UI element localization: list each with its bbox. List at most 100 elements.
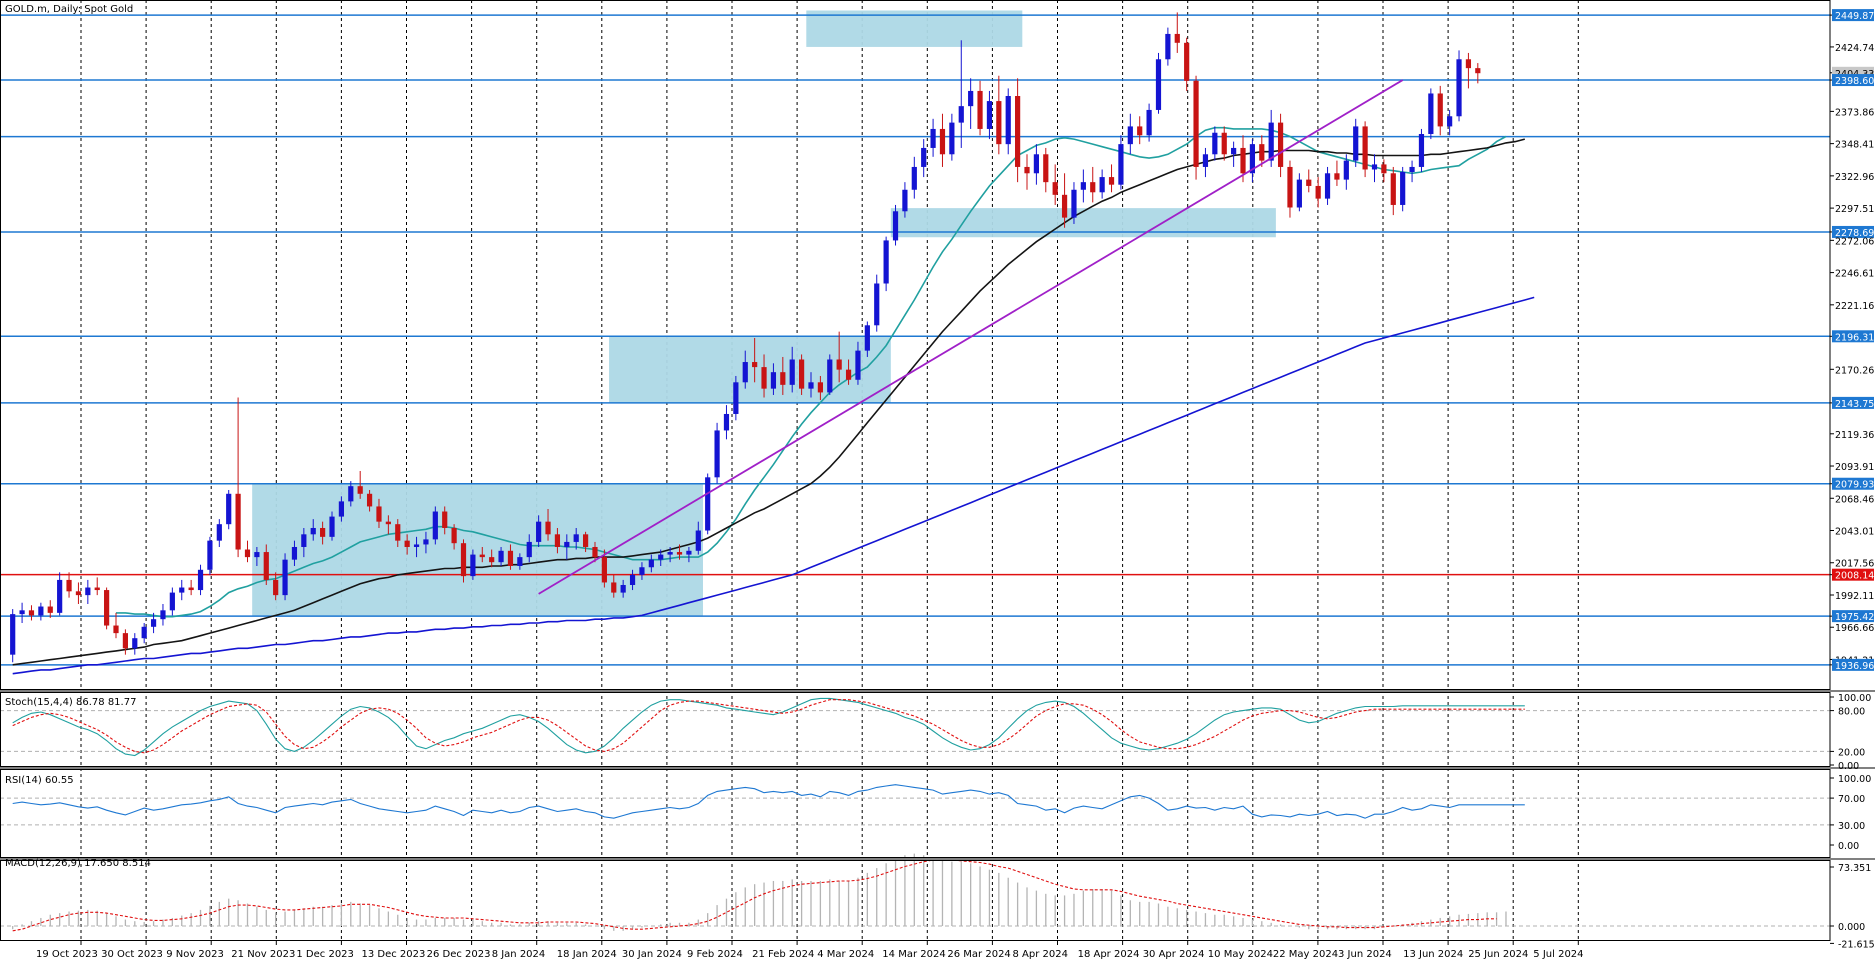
candle-body — [366, 493, 373, 507]
candle-body — [385, 521, 391, 525]
candle-body — [1174, 33, 1180, 43]
candle-body — [902, 189, 908, 212]
candle — [442, 506, 448, 535]
candle — [958, 40, 964, 148]
price-tick-label: 2272.06 — [1835, 236, 1874, 247]
stoch-main-line — [12, 697, 1525, 757]
candle — [432, 506, 438, 545]
date-tick-label: 21 Feb 2024 — [752, 949, 814, 960]
candle — [244, 540, 251, 563]
horizontal-levels — [0, 14, 1830, 666]
candle-body — [883, 240, 889, 284]
candle — [235, 397, 241, 558]
candle-body — [526, 541, 532, 558]
price-tick-label: 1966.66 — [1835, 623, 1874, 634]
price-tick-label: 2170.26 — [1835, 365, 1874, 376]
date-tick-label: 8 Apr 2024 — [1013, 949, 1068, 960]
candle — [611, 574, 617, 598]
candle — [19, 602, 25, 623]
pane-separator — [0, 858, 1875, 860]
rsi-label: RSI(14) 60.55 — [5, 775, 74, 786]
candle — [338, 496, 345, 522]
price-tick-label: 2424.74 — [1835, 43, 1874, 54]
candle — [1324, 166, 1331, 205]
candle — [1353, 118, 1359, 167]
candle-body — [949, 122, 955, 155]
candle-body — [554, 534, 561, 547]
rsi-tick-label: 0.00 — [1838, 841, 1859, 852]
price-tick-label: 2068.46 — [1835, 494, 1874, 505]
candle — [1447, 109, 1453, 136]
price-flag — [1832, 330, 1874, 343]
candle-body — [545, 521, 551, 535]
date-tick-label: 1 Dec 2023 — [296, 949, 354, 960]
candle-body — [1231, 147, 1237, 155]
candle-body — [817, 382, 823, 393]
candle — [799, 354, 805, 395]
candle-body — [1024, 166, 1030, 174]
candle-body — [282, 559, 288, 596]
price-tick: 2424.74 — [1830, 43, 1874, 54]
candle-body — [1146, 109, 1152, 136]
candle — [301, 527, 307, 558]
candle — [855, 341, 861, 385]
candle-body — [620, 584, 626, 593]
candle-body — [489, 557, 495, 563]
stoch-tick-label: 20.00 — [1838, 747, 1865, 758]
candle-body — [28, 610, 35, 616]
candle — [1315, 177, 1321, 208]
candle-body — [1277, 122, 1284, 167]
candle-body — [94, 587, 100, 591]
date-tick-label: 22 May 2024 — [1273, 949, 1338, 960]
date-tick-label: 9 Nov 2023 — [166, 949, 224, 960]
candle-body — [395, 524, 401, 541]
candle-body — [1268, 122, 1274, 161]
candle-body — [338, 501, 345, 517]
price-tick-label: 2119.36 — [1835, 430, 1874, 441]
candle — [761, 354, 767, 398]
candle-body — [413, 544, 420, 547]
candle-body — [38, 606, 44, 616]
stoch-tick-label: 0.00 — [1838, 761, 1859, 772]
candle-body — [66, 579, 72, 592]
candle-body — [1080, 182, 1086, 190]
candle-body — [75, 591, 82, 596]
candle — [479, 546, 485, 563]
candle-body — [761, 367, 767, 389]
candle-body — [498, 550, 504, 563]
candle — [1306, 169, 1312, 193]
candle-body — [1090, 182, 1096, 193]
macd-tick-label: -21.615 — [1838, 939, 1875, 950]
candle — [911, 156, 917, 199]
candle-body — [19, 610, 25, 615]
candle — [592, 541, 598, 563]
candle-body — [1353, 126, 1359, 161]
candle-body — [1409, 166, 1415, 173]
price-tick-label: 2008.14 — [1835, 571, 1874, 582]
candle-body — [808, 382, 814, 389]
candle — [517, 553, 523, 570]
candle — [874, 274, 880, 332]
chart-title: GOLD.m, Daily: Spot Gold — [5, 4, 133, 15]
candle — [723, 405, 730, 440]
candle — [197, 564, 204, 596]
candle — [836, 331, 842, 383]
candle — [1334, 160, 1340, 186]
candle — [1202, 147, 1209, 178]
price-tick: 1975.42 — [1830, 610, 1874, 623]
date-tick-label: 13 Dec 2023 — [362, 949, 426, 960]
candle — [845, 359, 852, 385]
candle-body — [141, 626, 147, 639]
candle-body — [1193, 80, 1199, 167]
candle-body — [1475, 68, 1481, 74]
price-tick-label: 2398.60 — [1835, 76, 1874, 87]
candle — [385, 515, 391, 535]
candle — [1400, 166, 1406, 212]
candle — [376, 498, 382, 528]
candle — [1033, 144, 1039, 185]
candle — [573, 527, 579, 550]
candle — [789, 346, 795, 393]
candle — [1343, 154, 1349, 190]
